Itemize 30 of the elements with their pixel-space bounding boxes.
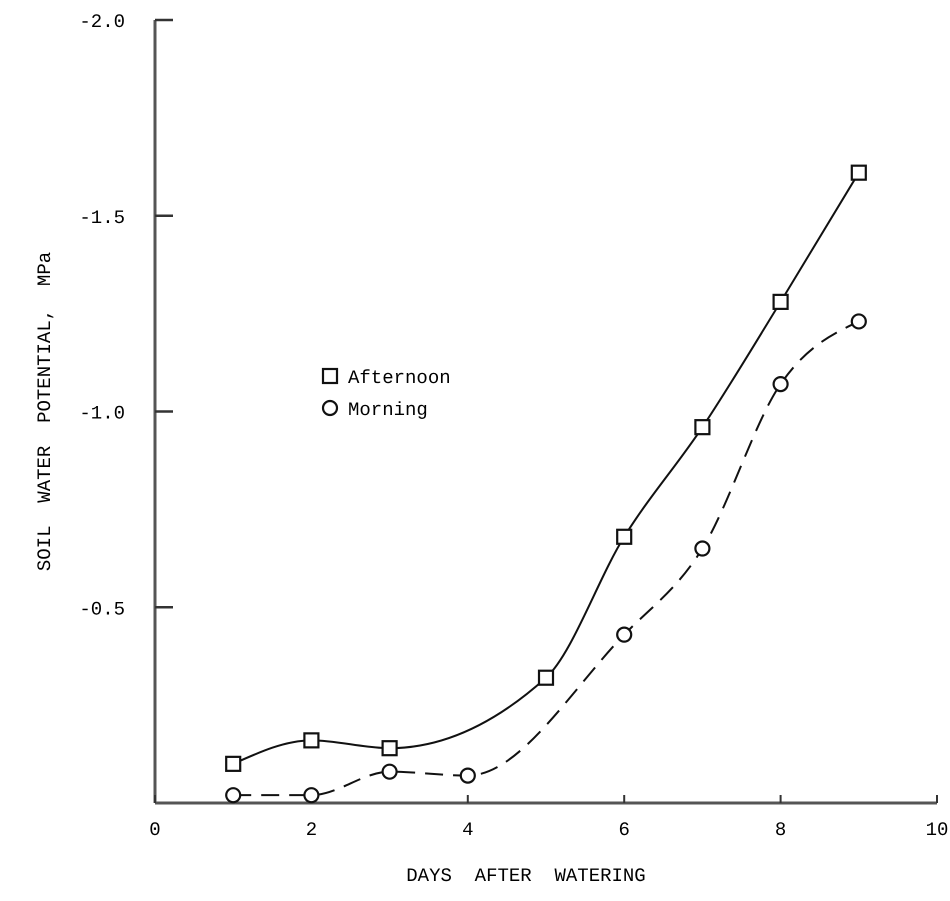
point	[538, 670, 554, 686]
point	[225, 787, 242, 804]
point	[616, 626, 632, 643]
point	[382, 740, 398, 756]
point	[694, 419, 710, 436]
y-axis-title: SOIL WATER POTENTIAL, MPa	[34, 252, 56, 572]
point	[303, 732, 320, 748]
y-tick-label: -2.0	[79, 11, 125, 33]
point	[772, 294, 789, 310]
x-tick-label: 8	[774, 819, 786, 841]
x-tick-label: 10	[926, 819, 948, 841]
legend-label: Morning	[348, 399, 428, 421]
point	[772, 376, 789, 392]
point	[850, 313, 867, 330]
y-tick-label: -1.0	[79, 402, 125, 424]
point	[460, 767, 476, 784]
point	[850, 164, 867, 181]
point	[225, 756, 242, 772]
y-tick-label: -1.5	[79, 206, 125, 229]
x-tick-label: 6	[618, 819, 630, 841]
x-tick-label: 2	[306, 819, 318, 841]
x-tick-label: 0	[149, 819, 161, 841]
x-axis-title: DAYS AFTER WATERING	[406, 865, 646, 887]
point	[382, 764, 398, 780]
point	[303, 787, 320, 804]
point	[616, 528, 632, 545]
y-tick-label: -0.5	[79, 598, 125, 620]
legend-label: Afternoon	[348, 367, 451, 389]
point	[694, 540, 710, 557]
x-tick-label: 4	[462, 819, 474, 841]
